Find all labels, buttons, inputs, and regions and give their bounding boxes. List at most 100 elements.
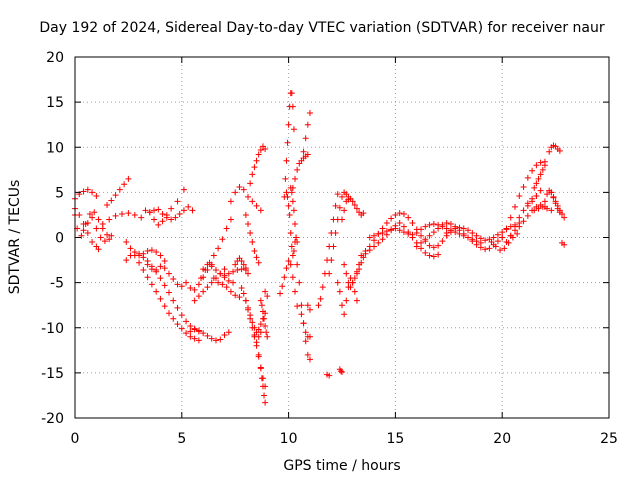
data-point — [287, 229, 294, 236]
data-point — [187, 333, 194, 340]
series-arc-4 — [80, 214, 113, 245]
data-point — [541, 162, 548, 169]
data-point — [240, 290, 247, 297]
data-point — [262, 322, 269, 329]
x-tick-label: 25 — [600, 431, 618, 447]
data-point — [315, 302, 322, 309]
series-arc-37 — [315, 191, 341, 309]
data-point — [140, 266, 147, 273]
data-point — [494, 231, 501, 238]
data-point — [422, 223, 429, 230]
data-point — [302, 338, 309, 345]
data-point — [257, 297, 264, 304]
data-point — [535, 175, 542, 182]
data-point — [131, 248, 138, 255]
data-point — [351, 275, 358, 282]
data-point — [217, 270, 224, 277]
series-arc-41 — [341, 252, 365, 291]
y-tick-label: -5 — [50, 276, 64, 292]
data-point — [257, 329, 264, 336]
data-point — [178, 325, 185, 332]
data-point — [296, 279, 303, 286]
data-point — [294, 303, 301, 310]
data-point — [168, 216, 175, 223]
data-point — [561, 241, 568, 248]
data-point — [550, 193, 557, 200]
data-point — [488, 239, 495, 246]
data-point — [396, 227, 403, 234]
data-point — [283, 265, 290, 272]
data-point — [200, 288, 207, 295]
data-point — [155, 221, 162, 228]
data-point — [283, 189, 290, 196]
data-point — [293, 234, 300, 241]
data-point — [396, 210, 403, 217]
data-point — [168, 205, 175, 212]
data-point — [187, 285, 194, 292]
data-point — [157, 263, 164, 270]
data-point — [261, 392, 268, 399]
data-point — [306, 306, 313, 313]
data-point — [556, 207, 563, 214]
data-point — [413, 243, 420, 250]
data-point — [514, 230, 521, 237]
data-point — [210, 252, 217, 259]
data-point — [84, 186, 91, 193]
data-point — [217, 336, 224, 343]
data-point — [165, 310, 172, 317]
data-point — [191, 326, 198, 333]
data-point — [104, 231, 111, 238]
data-point — [529, 198, 536, 205]
series-arc-57 — [546, 142, 563, 155]
data-point — [225, 270, 232, 277]
data-point — [159, 211, 166, 218]
data-point — [187, 328, 194, 335]
data-point — [288, 189, 295, 196]
data-point — [165, 270, 172, 277]
data-point — [170, 297, 177, 304]
data-point — [332, 202, 339, 209]
data-point — [174, 304, 181, 311]
data-point — [236, 183, 243, 190]
data-point — [242, 211, 249, 218]
data-point — [255, 259, 262, 266]
series-arc-54 — [531, 162, 548, 191]
x-tick-labels: 0 5 10 15 20 25 — [71, 431, 618, 447]
x-axis-label: GPS time / hours — [283, 458, 400, 474]
data-point — [200, 330, 207, 337]
data-point — [512, 227, 519, 234]
data-point — [183, 318, 190, 325]
series-arc-19 — [232, 255, 252, 277]
data-point — [501, 245, 508, 252]
data-point — [112, 192, 119, 199]
data-point — [249, 319, 256, 326]
data-point — [255, 151, 262, 158]
data-point — [80, 188, 87, 195]
data-point — [353, 297, 360, 304]
data-point — [400, 211, 407, 218]
data-point — [223, 225, 230, 232]
data-point — [232, 189, 239, 196]
data-point — [330, 243, 337, 250]
data-point — [383, 228, 390, 235]
data-point — [189, 207, 196, 214]
data-point — [170, 315, 177, 322]
data-point — [157, 275, 164, 282]
data-point — [343, 198, 350, 205]
data-point — [494, 238, 501, 245]
data-point — [339, 193, 345, 200]
data-point — [383, 220, 390, 227]
data-point — [400, 223, 407, 230]
data-point — [157, 252, 164, 259]
series-arc-28 — [277, 257, 301, 310]
data-point — [524, 212, 531, 219]
data-point — [245, 193, 252, 200]
data-point — [257, 207, 264, 214]
data-point — [503, 239, 510, 246]
data-point — [473, 232, 480, 239]
series-arc-43 — [324, 371, 333, 379]
data-point — [240, 186, 247, 193]
data-point — [161, 282, 168, 289]
data-point — [422, 249, 429, 256]
data-point — [465, 227, 472, 234]
